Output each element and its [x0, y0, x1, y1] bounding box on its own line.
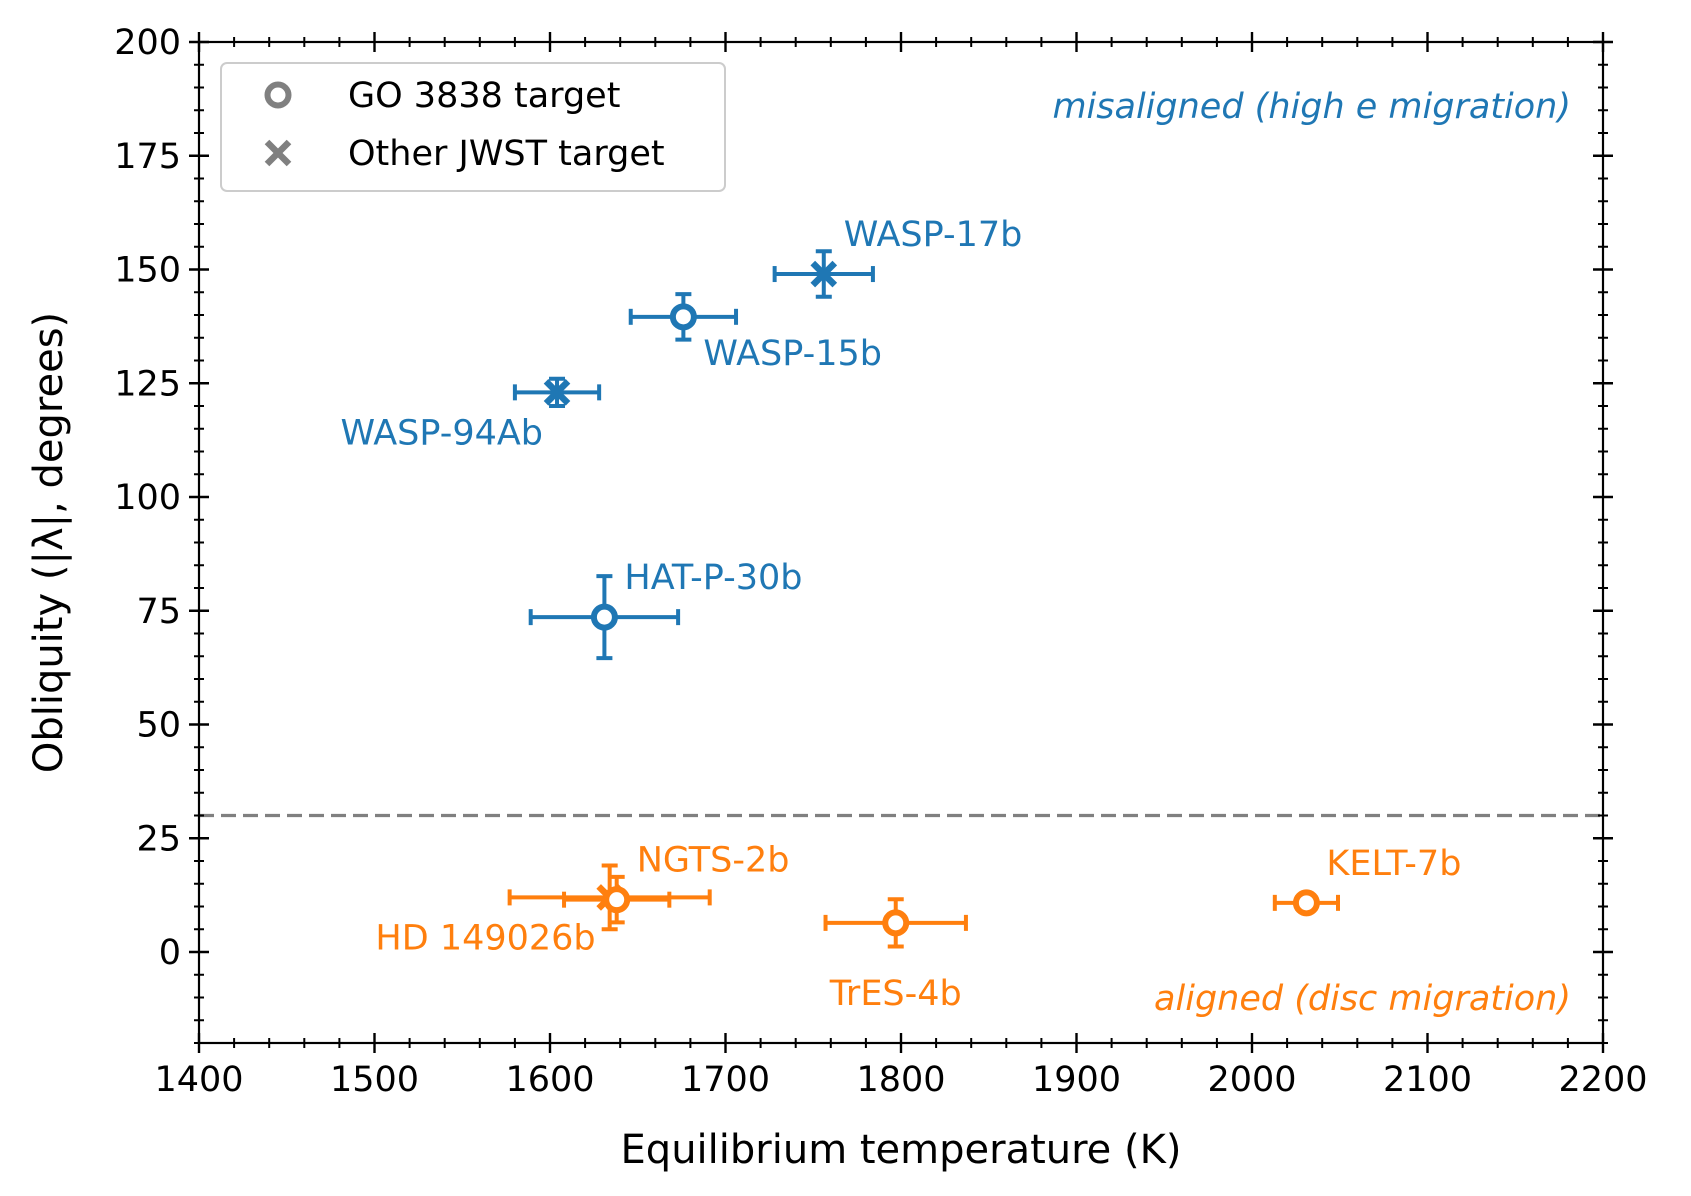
- point-label: TrES-4b: [829, 974, 962, 1014]
- legend-label-other-jwst: Other JWST target: [348, 134, 665, 174]
- data-point-tres-4b: TrES-4b: [823, 897, 968, 1014]
- legend-circle: [264, 81, 292, 109]
- x-stroke: [543, 379, 571, 406]
- x-tick-label: 2000: [1207, 1060, 1296, 1100]
- y-tick-label: 200: [114, 23, 181, 63]
- axes-frame: [197, 40, 1605, 1045]
- x-stroke: [810, 260, 838, 288]
- y-tick-label: 125: [114, 364, 181, 404]
- legend-x-marker-icon: [264, 139, 292, 167]
- data-point-wasp-17b: WASP-17b: [772, 215, 1023, 299]
- y-tick-label: 150: [114, 251, 181, 291]
- x-marker: [810, 260, 838, 288]
- y-tick-label: 50: [136, 706, 181, 746]
- circle-marker: [1292, 889, 1320, 917]
- x-tick-label: 1800: [856, 1060, 945, 1100]
- circle-marker: [669, 303, 697, 331]
- point-label: HD 149026b: [375, 918, 595, 958]
- legend-label-go3838: GO 3838 target: [348, 76, 620, 116]
- circle-marker: [590, 603, 618, 631]
- x-tick-label: 1900: [1032, 1060, 1121, 1100]
- data-point-hat-p-30b: HAT-P-30b: [528, 558, 802, 661]
- data-point-wasp-15b: WASP-15b: [628, 292, 882, 374]
- x-tick-label: 1400: [154, 1060, 243, 1100]
- y-tick-label: 175: [114, 137, 181, 177]
- point-label: NGTS-2b: [637, 841, 790, 881]
- data-point-kelt-7b: KELT-7b: [1272, 844, 1461, 917]
- misaligned-region-label: misaligned (high e migration): [1052, 87, 1571, 127]
- y-tick-label: 100: [114, 478, 181, 518]
- x-axis-title: Equilibrium temperature (K): [621, 1127, 1182, 1173]
- data-point-wasp-94ab: WASP-94Ab: [341, 376, 602, 453]
- point-label: HAT-P-30b: [624, 558, 802, 598]
- point-label: WASP-15b: [703, 334, 882, 374]
- circle-marker: [603, 886, 631, 914]
- x-stroke: [264, 139, 292, 167]
- point-label: KELT-7b: [1326, 844, 1461, 884]
- circle-marker: [882, 909, 910, 937]
- y-tick-label: 25: [136, 819, 181, 859]
- y-axis-title: Obliquity (|λ|, degrees): [26, 312, 72, 773]
- legend: GO 3838 target Other JWST target: [220, 62, 726, 192]
- y-tick-label: 0: [159, 933, 181, 973]
- point-label: WASP-17b: [844, 215, 1023, 255]
- x-tick-label: 1500: [330, 1060, 419, 1100]
- legend-x: [264, 139, 292, 167]
- legend-box: [220, 62, 726, 192]
- x-marker: [543, 379, 571, 406]
- x-tick-label: 2100: [1383, 1060, 1472, 1100]
- plot-area: 1400 1500 1600 1700 1800 1900 2000 2100 2200 0 25 5…: [114, 23, 1647, 1100]
- data-point-ngts-2b: NGTS-2b: [562, 841, 790, 925]
- x-tick-label: 1700: [681, 1060, 770, 1100]
- y-tick-label: 75: [136, 592, 181, 632]
- aligned-region-label: aligned (disc migration): [1154, 979, 1571, 1019]
- point-label: WASP-94Ab: [341, 413, 544, 453]
- data-point-hd-149026b: HD 149026b: [375, 863, 712, 958]
- x-tick-label: 2200: [1558, 1060, 1647, 1100]
- x-tick-label: 1600: [505, 1060, 594, 1100]
- legend-circle-marker-icon: [264, 81, 292, 109]
